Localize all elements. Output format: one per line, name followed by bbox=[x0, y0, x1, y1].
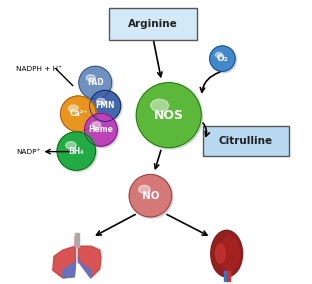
Circle shape bbox=[210, 46, 235, 71]
Circle shape bbox=[138, 84, 202, 149]
Circle shape bbox=[61, 96, 96, 131]
Ellipse shape bbox=[96, 98, 105, 104]
Ellipse shape bbox=[86, 75, 95, 81]
Text: NOS: NOS bbox=[154, 109, 184, 122]
Bar bbox=[227, 271, 230, 281]
Ellipse shape bbox=[215, 53, 222, 57]
Bar bbox=[224, 271, 227, 281]
Circle shape bbox=[62, 97, 97, 133]
Text: NADPH + H⁺: NADPH + H⁺ bbox=[16, 66, 62, 72]
Text: Heme: Heme bbox=[89, 125, 113, 134]
Circle shape bbox=[90, 90, 121, 121]
Circle shape bbox=[91, 92, 122, 123]
Text: NADP⁺: NADP⁺ bbox=[16, 149, 41, 155]
Text: NO: NO bbox=[142, 191, 159, 201]
FancyBboxPatch shape bbox=[110, 8, 197, 40]
Circle shape bbox=[80, 68, 113, 101]
Ellipse shape bbox=[66, 142, 76, 149]
Ellipse shape bbox=[151, 99, 168, 112]
Circle shape bbox=[58, 133, 97, 172]
Ellipse shape bbox=[220, 237, 239, 271]
FancyBboxPatch shape bbox=[202, 126, 289, 156]
Text: Ca²⁺: Ca²⁺ bbox=[69, 109, 87, 118]
Text: FMN: FMN bbox=[95, 101, 115, 110]
Text: Citrulline: Citrulline bbox=[219, 136, 273, 146]
Ellipse shape bbox=[92, 122, 101, 128]
Circle shape bbox=[130, 176, 173, 218]
Circle shape bbox=[85, 113, 117, 146]
Bar bbox=[75, 233, 79, 247]
Ellipse shape bbox=[68, 105, 78, 112]
Text: BH₄: BH₄ bbox=[69, 147, 84, 156]
Text: Arginine: Arginine bbox=[128, 19, 178, 29]
Polygon shape bbox=[78, 236, 101, 278]
Ellipse shape bbox=[139, 185, 150, 193]
Circle shape bbox=[57, 132, 95, 170]
Circle shape bbox=[129, 174, 172, 217]
Circle shape bbox=[79, 66, 112, 99]
Polygon shape bbox=[63, 263, 76, 278]
Text: O₂: O₂ bbox=[217, 54, 228, 63]
Text: FAD: FAD bbox=[87, 78, 104, 87]
Polygon shape bbox=[53, 236, 76, 278]
Circle shape bbox=[211, 47, 236, 73]
Circle shape bbox=[136, 83, 201, 148]
Polygon shape bbox=[78, 258, 91, 278]
Ellipse shape bbox=[216, 244, 225, 263]
Ellipse shape bbox=[211, 230, 242, 277]
Circle shape bbox=[86, 115, 119, 148]
